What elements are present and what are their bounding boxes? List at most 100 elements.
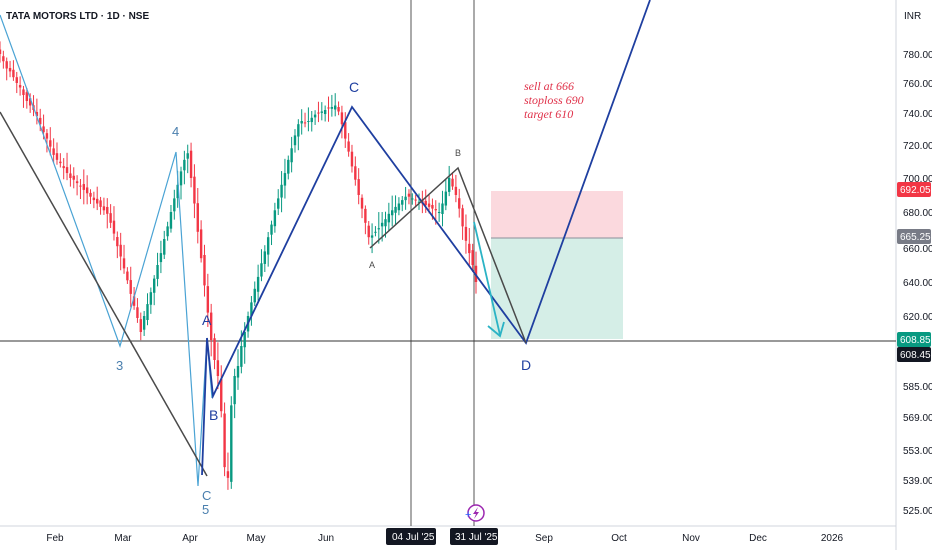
svg-text:608.85: 608.85 xyxy=(900,335,931,346)
price-tick-label: 539.00 xyxy=(903,476,932,487)
candle-down xyxy=(427,203,431,207)
candle-up xyxy=(183,159,186,171)
candle-up xyxy=(377,228,380,230)
candle-up xyxy=(186,153,189,159)
candle-down xyxy=(303,122,307,124)
candle-down xyxy=(2,56,5,62)
crosshair-price-badge: 608.45 xyxy=(897,347,931,362)
svg-text:04 Jul '25: 04 Jul '25 xyxy=(392,532,435,543)
candle-up xyxy=(297,124,300,137)
candle-up xyxy=(270,224,273,235)
lightning-event-icon[interactable] xyxy=(467,504,485,522)
candle-up xyxy=(260,263,263,277)
price-tick-label: 780.00 xyxy=(903,50,932,61)
candle-down xyxy=(344,122,347,139)
candle-up xyxy=(287,159,290,174)
price-tick-label: 740.00 xyxy=(903,109,932,120)
time-tick-label: Mar xyxy=(114,533,132,544)
wave-label-small-B: B xyxy=(455,148,461,158)
price-tick-label: 569.00 xyxy=(903,413,932,424)
candle-up xyxy=(256,276,260,292)
wave-label-3: 3 xyxy=(116,358,123,373)
candle-up xyxy=(374,231,377,233)
candle-down xyxy=(414,199,417,201)
candle-up xyxy=(230,405,233,482)
time-axis-ticks: Feb Mar Apr May Jun Sep Oct Nov Dec 2026 xyxy=(46,533,843,544)
candle-down xyxy=(69,173,72,178)
price-tick-label: 525.00 xyxy=(903,506,932,517)
candle-up xyxy=(156,265,159,279)
annotation-target: target 610 xyxy=(524,107,573,121)
svg-text:692.05: 692.05 xyxy=(900,185,931,196)
candle-down xyxy=(350,151,354,167)
candle-up xyxy=(146,304,149,320)
candle-up xyxy=(240,346,243,367)
candle-down xyxy=(136,307,139,318)
candle-down xyxy=(193,176,196,204)
price-tick-label: 680.00 xyxy=(903,208,932,219)
svg-text:608.45: 608.45 xyxy=(900,350,931,361)
candle-down xyxy=(8,67,12,72)
candle-down xyxy=(62,166,65,169)
candle-down xyxy=(109,213,112,223)
candle-up xyxy=(280,184,283,198)
candle-down xyxy=(132,296,136,306)
plus-icon[interactable]: + xyxy=(465,509,471,521)
candle-down xyxy=(189,150,193,178)
candle-up xyxy=(163,239,166,255)
price-tick-label: 660.00 xyxy=(903,244,932,255)
candle-down xyxy=(92,197,96,201)
candle-up xyxy=(387,213,391,223)
candle-up xyxy=(166,226,169,237)
candle-up xyxy=(149,292,153,305)
candle-down xyxy=(407,193,411,197)
candle-down xyxy=(55,153,59,160)
candle-down xyxy=(85,187,89,194)
wave-label-D: D xyxy=(521,357,531,373)
candle-down xyxy=(126,271,129,281)
candle-down xyxy=(0,49,2,54)
candle-up xyxy=(310,117,313,123)
candle-up xyxy=(233,376,236,405)
candle-down xyxy=(226,471,230,478)
candle-down xyxy=(25,92,29,101)
candle-up xyxy=(384,219,387,227)
candle-down xyxy=(18,85,22,88)
candle-down xyxy=(209,312,213,340)
candle-down xyxy=(52,148,55,155)
candle-down xyxy=(206,286,210,313)
candle-down xyxy=(42,126,45,133)
time-tick-label: Nov xyxy=(682,533,700,544)
symbol-title[interactable]: TATA MOTORS LTD · 1D · NSE xyxy=(6,11,149,22)
candle-down xyxy=(203,254,206,286)
candle-down xyxy=(464,226,468,241)
candle-up xyxy=(152,278,156,293)
candle-down xyxy=(458,198,461,209)
candle-down xyxy=(337,107,340,112)
wave-label-A: A xyxy=(202,312,212,328)
candle-down xyxy=(82,184,86,190)
time-tick-label: Jun xyxy=(318,533,334,544)
candle-down xyxy=(72,175,75,180)
candle-down xyxy=(139,319,142,332)
candle-down xyxy=(89,192,92,197)
wave-label-B: B xyxy=(209,407,218,423)
candle-down xyxy=(451,178,454,187)
projection-arrow-head xyxy=(487,321,505,338)
grey-wave-ABC xyxy=(369,166,527,344)
candle-up xyxy=(411,198,414,200)
candle-up xyxy=(169,212,173,229)
candle-up xyxy=(300,121,303,124)
projection-arrow xyxy=(473,221,501,336)
target-price-badge: 608.85 xyxy=(897,332,931,347)
candle-up xyxy=(290,148,293,163)
annotation-sell: sell at 666 xyxy=(524,79,574,93)
candle-up xyxy=(441,203,444,214)
wave-label-5: 5 xyxy=(202,502,209,517)
candle-up xyxy=(380,222,384,227)
candle-down xyxy=(454,186,458,195)
candle-down xyxy=(347,141,350,152)
candle-up xyxy=(159,253,163,263)
candle-up xyxy=(277,198,280,209)
